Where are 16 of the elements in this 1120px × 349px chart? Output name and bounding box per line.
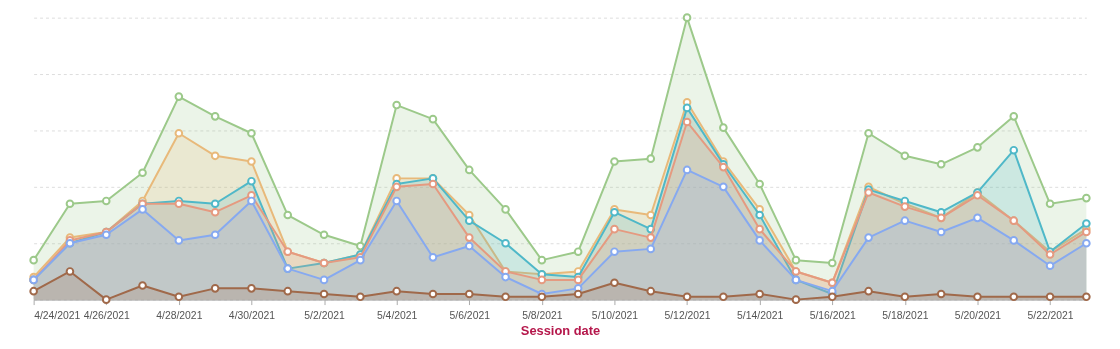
x-tick-label: 5/16/2021 — [809, 309, 857, 321]
x-tick-label: 5/18/2021 — [882, 309, 929, 321]
x-tick-label: 5/22/2021 — [1027, 309, 1074, 321]
x-tick-label: 5/10/2021 — [591, 309, 639, 321]
x-tick-label: 5/12/2021 — [664, 309, 711, 321]
x-tick-label: 5/14/2021 — [737, 309, 784, 321]
x-tick-label: 4/28/2021 — [156, 309, 203, 321]
x-tick-label: 4/26/2021 — [83, 309, 131, 321]
x-tick-label: 5/8/2021 — [522, 309, 563, 321]
x-tick-label: 5/2/2021 — [304, 309, 345, 321]
x-tick-label: 5/20/2021 — [954, 309, 1002, 321]
x-tick-label: 4/24/2021 — [34, 309, 81, 321]
x-tick-label: 5/4/2021 — [376, 309, 418, 321]
x-tick-label: 5/6/2021 — [449, 309, 491, 321]
x-axis-title: Session date — [520, 323, 601, 339]
x-tick-label: 4/30/2021 — [228, 309, 276, 321]
